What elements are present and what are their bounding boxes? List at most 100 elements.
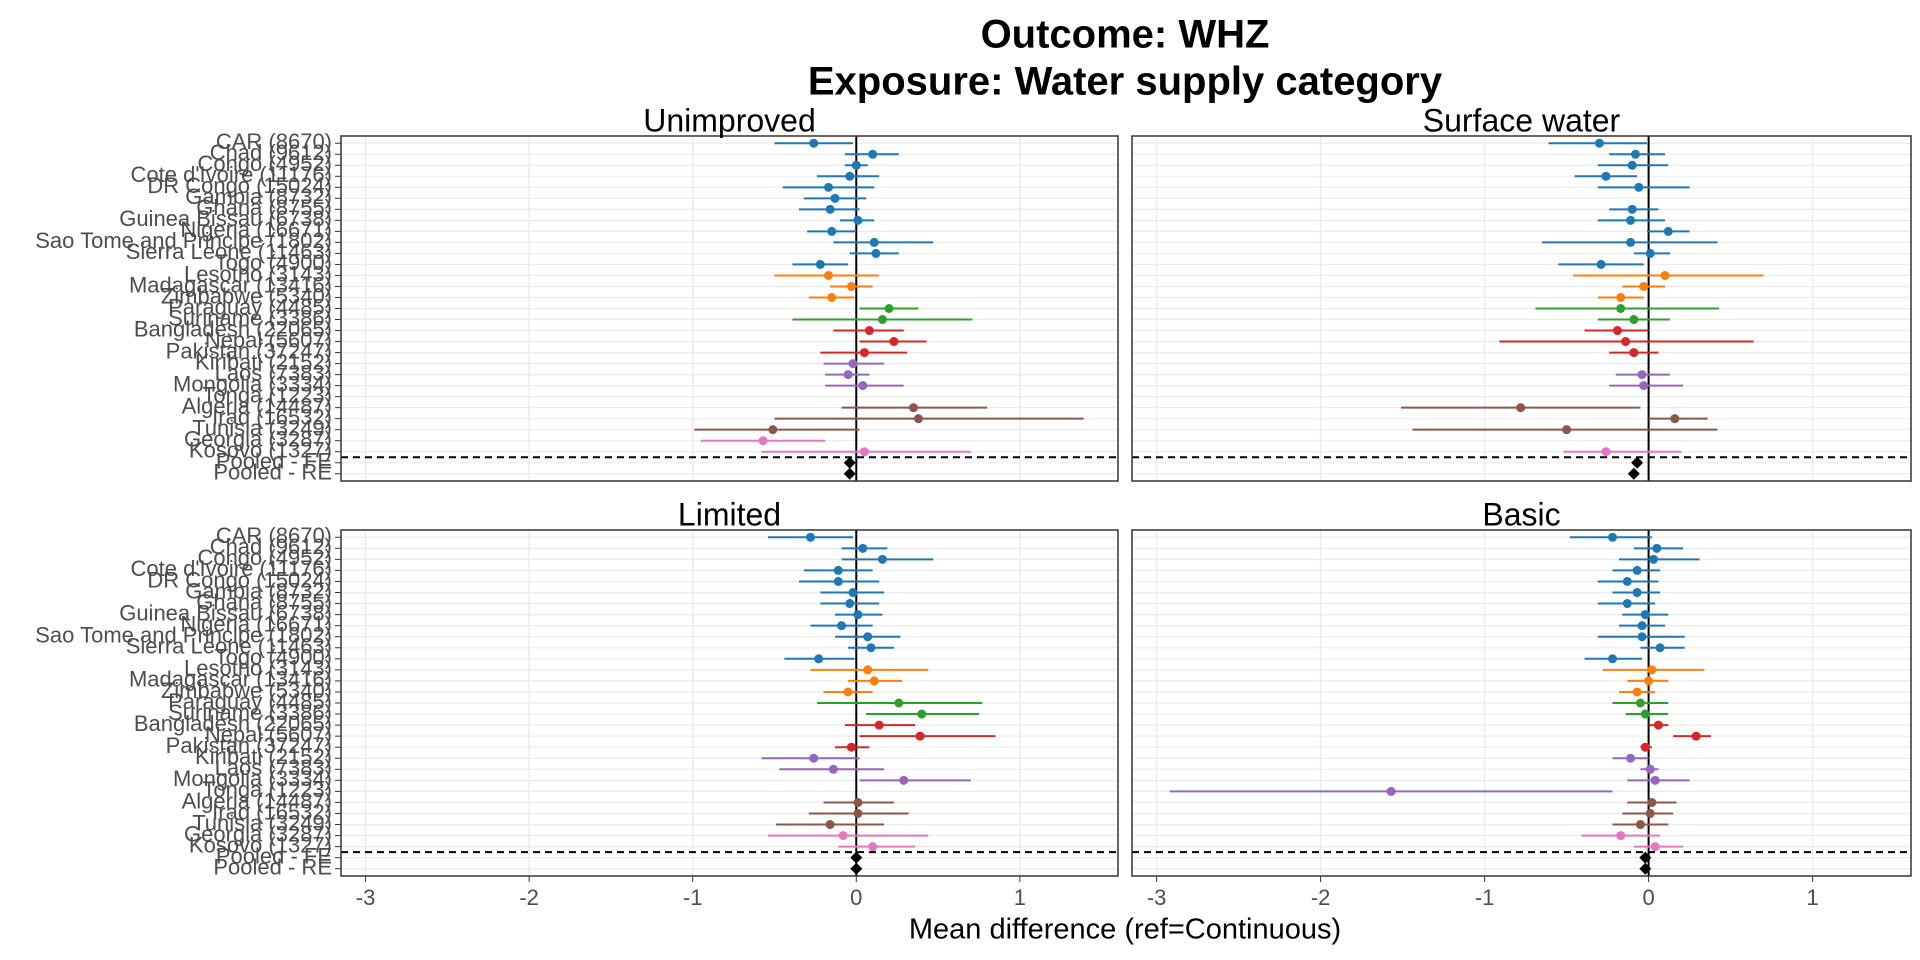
- y-tick-label: Tunisia (3249): [192, 810, 332, 835]
- point-estimate: [1650, 775, 1660, 785]
- point-estimate: [853, 215, 863, 225]
- y-tick-label: Sierra Leone (11463): [126, 239, 332, 264]
- point-estimate: [1616, 292, 1626, 302]
- point-estimate: [869, 237, 879, 247]
- figure-title: Outcome: WHZ: [981, 13, 1270, 57]
- y-tick-label: Mongolia (3334): [173, 766, 332, 791]
- point-estimate: [827, 226, 837, 236]
- y-tick-label: Guinea Bissau (6738): [119, 600, 332, 625]
- point-estimate: [858, 381, 868, 391]
- point-estimate: [1612, 326, 1622, 336]
- y-tick-label: Algeria (14487): [182, 788, 332, 813]
- y-tick-label: Pakistan (37247): [166, 733, 332, 758]
- point-estimate: [853, 808, 863, 818]
- point-estimate: [1634, 182, 1644, 192]
- pooled-estimate: [850, 851, 863, 864]
- y-tick-label: Nepal (5607): [205, 327, 332, 352]
- pooled-estimate: [1627, 467, 1640, 480]
- point-estimate: [848, 588, 858, 598]
- point-estimate: [1594, 138, 1604, 148]
- point-estimate: [815, 259, 825, 269]
- point-estimate: [758, 436, 768, 446]
- pooled-estimate: [1631, 456, 1644, 469]
- point-estimate: [1622, 576, 1632, 586]
- x-axis-label: Mean difference (ref=Continuous): [909, 914, 1341, 946]
- y-tick-label: Bangladesh (22065): [134, 711, 332, 736]
- point-estimate: [1655, 643, 1665, 653]
- y-tick-label: Suriname (3386): [168, 700, 332, 725]
- x-tick-label: -3: [1147, 885, 1167, 910]
- point-estimate: [1635, 820, 1645, 830]
- y-tick-label: Tonga (1223): [202, 382, 332, 407]
- point-estimate: [889, 337, 899, 347]
- point-estimate: [1601, 447, 1611, 457]
- point-estimate: [853, 610, 863, 620]
- y-tick-label: Algeria (14487): [182, 393, 332, 418]
- y-tick-label: Gambia (8732): [185, 184, 332, 209]
- y-tick-label: CAR (8670): [216, 129, 332, 154]
- y-tick-label: Zimbabwe (5340): [161, 678, 332, 703]
- point-estimate: [830, 193, 840, 203]
- point-estimate: [845, 599, 855, 609]
- y-tick-label: Guinea Bissau (6738): [119, 206, 332, 231]
- y-tick-label: Chad (9612): [210, 534, 332, 559]
- point-estimate: [1670, 414, 1680, 424]
- point-estimate: [1637, 632, 1647, 642]
- point-estimate: [809, 753, 819, 763]
- point-estimate: [915, 731, 925, 741]
- point-estimate: [1616, 304, 1626, 313]
- y-tick-label: Congo (4952): [197, 151, 332, 176]
- y-tick-label: Nigeria (16671): [180, 217, 332, 242]
- y-tick-label: Suriname (3386): [168, 305, 332, 330]
- point-estimate: [823, 270, 833, 280]
- point-estimate: [1640, 610, 1650, 620]
- point-estimate: [884, 304, 894, 313]
- y-tick-label: Georgia (3287): [184, 427, 332, 452]
- y-tick-label: Cote d'Ivoire (11176): [131, 162, 333, 187]
- point-estimate: [1626, 215, 1636, 225]
- point-estimate: [1621, 337, 1631, 347]
- point-estimate: [1632, 565, 1642, 575]
- pooled-estimate: [843, 467, 856, 480]
- x-tick-label: 1: [1014, 885, 1026, 910]
- point-estimate: [1596, 259, 1606, 269]
- point-estimate: [1649, 554, 1659, 564]
- point-estimate: [864, 326, 874, 336]
- panel-border: [1131, 135, 1912, 482]
- y-tick-label: Pakistan (37247): [166, 338, 332, 363]
- point-estimate: [828, 764, 838, 774]
- panel-border: [340, 135, 1119, 482]
- point-estimate: [1386, 786, 1396, 796]
- pooled-estimate: [843, 456, 856, 469]
- point-estimate: [1622, 599, 1632, 609]
- pooled-estimate: [1639, 862, 1652, 875]
- x-tick-label: -1: [683, 885, 703, 910]
- y-tick-label: Pooled - FE: [216, 843, 332, 868]
- panel-title: Surface water: [1423, 102, 1621, 138]
- point-estimate: [851, 160, 861, 170]
- panel-title: Unimproved: [643, 102, 816, 138]
- point-estimate: [899, 775, 909, 785]
- point-estimate: [863, 665, 873, 675]
- x-tick-label: -1: [1475, 885, 1495, 910]
- x-tick-label: 0: [1642, 885, 1654, 910]
- point-estimate: [833, 565, 843, 575]
- y-tick-label: Bangladesh (22065): [134, 316, 332, 341]
- point-estimate: [853, 797, 863, 807]
- y-tick-label: Paraguay (4485): [168, 294, 332, 319]
- point-estimate: [1626, 237, 1636, 247]
- point-estimate: [1626, 753, 1636, 763]
- point-estimate: [1640, 709, 1650, 719]
- point-estimate: [848, 359, 858, 369]
- y-tick-label: Lesotho (3143): [184, 656, 332, 681]
- y-tick-label: Iraq (16532): [212, 404, 332, 429]
- point-estimate: [1627, 204, 1637, 214]
- point-estimate: [1630, 149, 1640, 159]
- point-estimate: [917, 709, 927, 719]
- pooled-estimate: [1639, 851, 1652, 864]
- point-estimate: [877, 554, 887, 564]
- y-tick-label: Kosovo (1327): [189, 832, 332, 857]
- y-tick-label: Tonga (1223): [202, 777, 332, 802]
- y-tick-label: Congo (4952): [197, 545, 332, 570]
- point-estimate: [837, 621, 847, 631]
